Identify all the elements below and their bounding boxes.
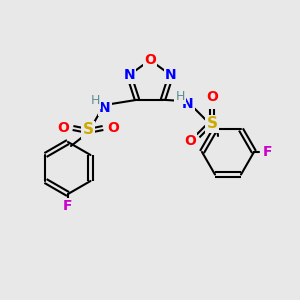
Text: F: F — [63, 199, 73, 213]
Text: H: H — [175, 89, 185, 103]
Text: O: O — [107, 121, 119, 135]
Text: O: O — [206, 90, 218, 104]
Text: O: O — [144, 53, 156, 67]
Text: N: N — [123, 68, 135, 82]
Text: N: N — [182, 97, 194, 111]
Text: H: H — [90, 94, 100, 107]
Text: F: F — [263, 145, 273, 159]
Text: O: O — [184, 134, 196, 148]
Text: N: N — [165, 68, 177, 82]
Text: S: S — [82, 122, 94, 137]
Text: O: O — [57, 121, 69, 135]
Text: S: S — [206, 116, 218, 131]
Text: N: N — [99, 101, 111, 115]
